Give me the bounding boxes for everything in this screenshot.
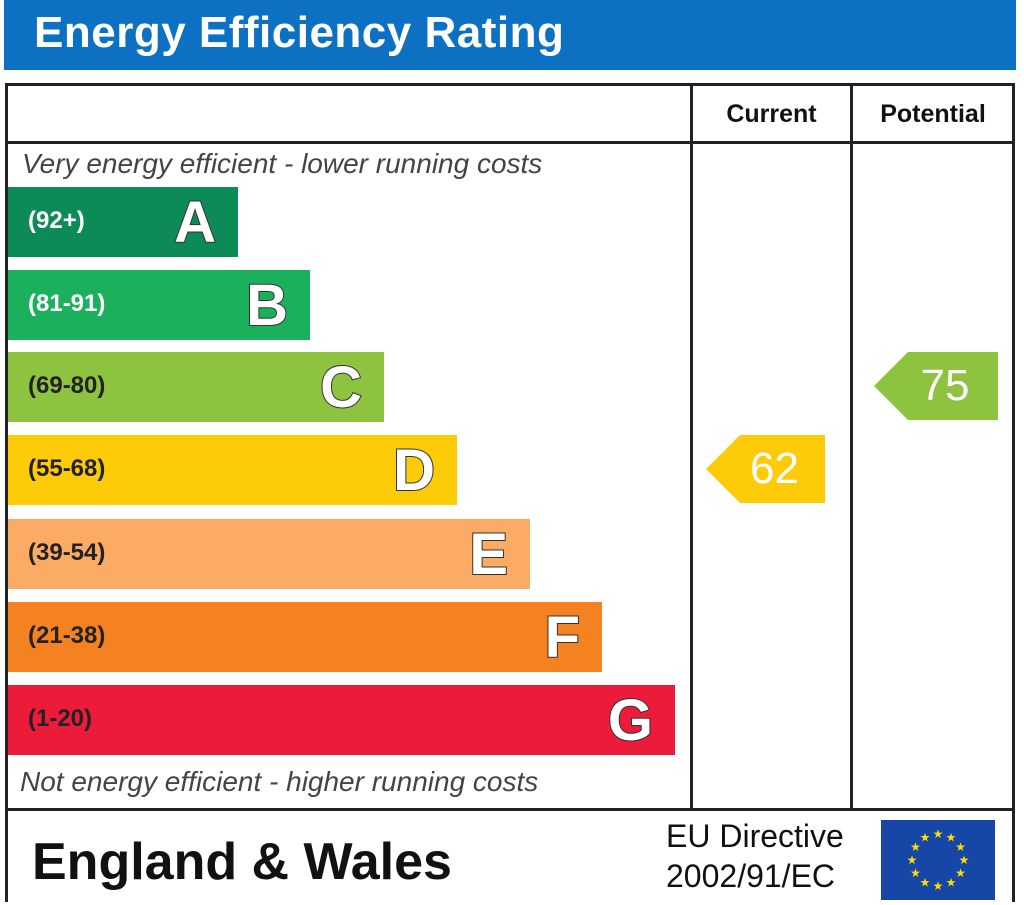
eu-star-icon: ★ — [955, 840, 966, 854]
band-letter: B — [245, 272, 289, 339]
eu-star-icon: ★ — [955, 866, 966, 880]
band-range-label: (55-68) — [28, 455, 106, 482]
band-letter: F — [544, 604, 581, 671]
band-f: (21-38) F — [8, 602, 602, 672]
header-divider — [5, 141, 1015, 144]
band-range-label: (81-91) — [28, 290, 106, 317]
region-label: England & Wales — [32, 833, 452, 891]
band-d: (55-68) D — [8, 435, 457, 505]
band-letter: D — [392, 437, 436, 504]
band-letter: A — [173, 189, 217, 256]
eu-star-icon: ★ — [946, 830, 957, 844]
band-g: (1-20) G — [8, 685, 675, 755]
eu-star-icon: ★ — [933, 827, 944, 841]
page-title: Energy Efficiency Rating — [34, 8, 565, 57]
rating-frame — [5, 83, 1015, 902]
band-range-label: (39-54) — [28, 539, 106, 566]
potential-column-divider — [850, 83, 853, 811]
band-range-label: (1-20) — [28, 705, 93, 732]
footer-divider — [5, 808, 1015, 811]
band-e: (39-54) E — [8, 519, 530, 589]
current-column-header: Current — [726, 100, 817, 128]
eu-star-icon: ★ — [959, 853, 970, 867]
potential-rating-arrow-value: 75 — [920, 361, 970, 410]
potential-rating-arrow: 75 — [874, 352, 998, 420]
directive-line-2: 2002/91/EC — [666, 858, 836, 894]
band-letter: E — [468, 521, 509, 588]
eu-flag-icon: ★ ★ ★ ★ ★ ★ ★ ★ ★ ★ ★ ★ — [881, 820, 995, 900]
current-column-divider — [690, 83, 693, 811]
eu-star-icon: ★ — [910, 866, 921, 880]
potential-column-header: Potential — [880, 100, 986, 128]
eu-star-icon: ★ — [920, 876, 931, 890]
band-letter: G — [607, 687, 654, 754]
band-b: (81-91) B — [8, 270, 310, 340]
band-letter: C — [319, 354, 363, 421]
current-rating-arrow: 62 — [706, 435, 825, 503]
eu-star-icon: ★ — [910, 840, 921, 854]
band-range-label: (21-38) — [28, 622, 106, 649]
top-note: Very energy efficient - lower running co… — [22, 148, 543, 179]
eu-star-icon: ★ — [920, 830, 931, 844]
eu-star-icon: ★ — [946, 876, 957, 890]
directive-line-1: EU Directive — [666, 818, 844, 854]
bottom-note: Not energy efficient - higher running co… — [20, 766, 539, 797]
band-a: (92+) A — [8, 187, 238, 257]
eu-star-icon: ★ — [933, 879, 944, 893]
band-range-label: (69-80) — [28, 372, 106, 399]
current-rating-arrow-value: 62 — [750, 444, 799, 493]
title-bar: Energy Efficiency Rating — [4, 0, 1016, 70]
band-c: (69-80) C — [8, 352, 384, 422]
eu-star-icon: ★ — [907, 853, 918, 867]
band-range-label: (92+) — [28, 207, 85, 234]
